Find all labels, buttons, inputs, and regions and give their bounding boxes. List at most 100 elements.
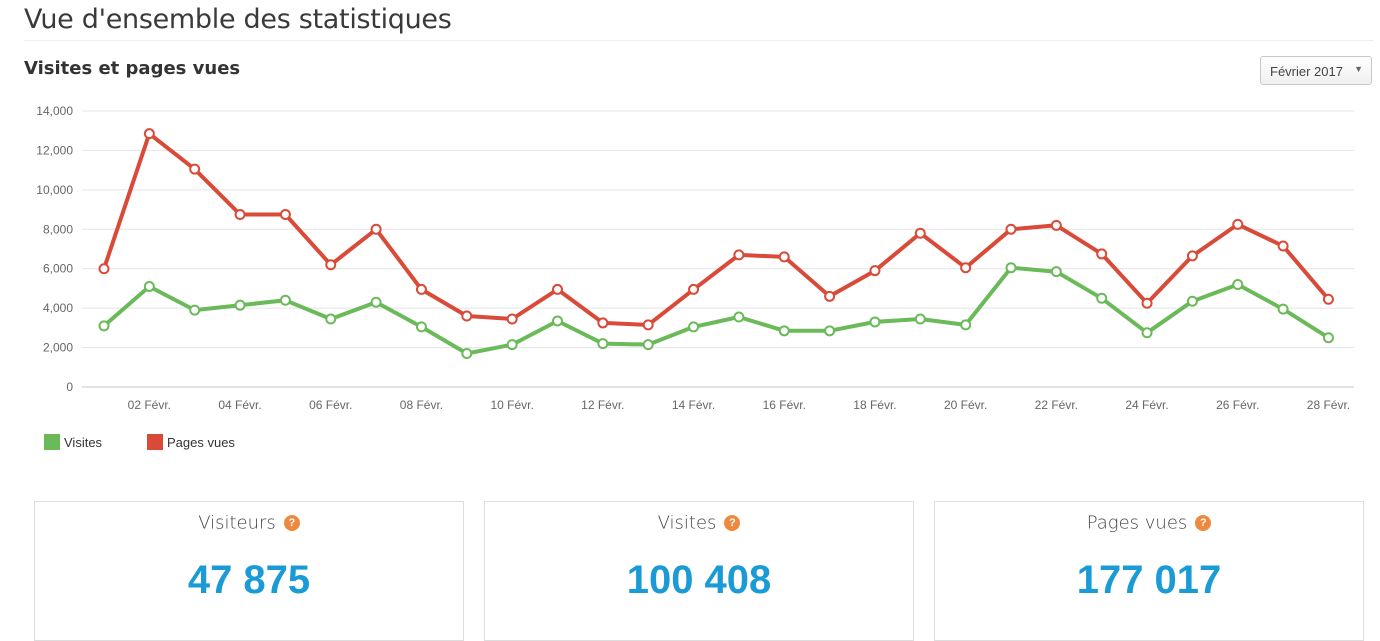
- data-point-pages-vues: [1050, 219, 1062, 231]
- page-title: Vue d'ensemble des statistiques: [24, 4, 452, 35]
- data-point-visites: [1005, 262, 1017, 274]
- data-point-pages-vues: [1141, 297, 1153, 309]
- x-tick-label: 04 Févr.: [218, 398, 261, 412]
- y-tick-label: 8,000: [43, 222, 73, 236]
- question-icon[interactable]: ?: [1195, 515, 1212, 531]
- data-point-pages-vues: [189, 163, 201, 175]
- data-point-visites: [1277, 303, 1289, 315]
- x-tick-label: 28 Févr.: [1307, 398, 1350, 412]
- data-point-visites: [1141, 327, 1153, 339]
- data-point-visites: [869, 316, 881, 328]
- question-icon[interactable]: ?: [283, 515, 300, 531]
- data-point-pages-vues: [642, 319, 654, 331]
- data-point-pages-vues: [778, 251, 790, 263]
- series-line-visites: [102, 265, 1331, 356]
- data-point-visites: [143, 280, 155, 292]
- question-icon[interactable]: ?: [724, 515, 741, 531]
- data-point-pages-vues: [415, 283, 427, 295]
- stat-value-visites: 100 408: [626, 558, 772, 602]
- y-tick-label: 6,000: [43, 262, 73, 276]
- legend-label-visites: Visites: [64, 435, 103, 450]
- data-point-visites: [461, 347, 473, 359]
- legend-item-pages-vues[interactable]: Pages vues: [147, 432, 257, 452]
- legend-label-pages-vues: Pages vues: [167, 435, 235, 450]
- stat-value-pages-vues: 177 017: [1076, 558, 1222, 602]
- data-point-visites: [1232, 278, 1244, 290]
- period-select[interactable]: Février 2017 ▼: [1260, 56, 1372, 85]
- stat-label-pages-vues: Pages vues: [1086, 512, 1188, 534]
- x-tick-label: 10 Févr.: [490, 398, 533, 412]
- data-point-visites: [914, 313, 926, 325]
- data-point-pages-vues: [597, 317, 609, 329]
- stat-label-row: Visiteurs?: [35, 512, 463, 534]
- data-point-pages-vues: [733, 249, 745, 261]
- data-point-pages-vues: [370, 223, 382, 235]
- data-point-pages-vues: [279, 209, 291, 220]
- legend-item-visites[interactable]: Visites: [44, 432, 124, 452]
- data-point-visites: [688, 321, 700, 333]
- data-point-pages-vues: [869, 265, 881, 277]
- data-point-pages-vues: [98, 263, 110, 275]
- data-point-pages-vues: [143, 128, 155, 140]
- stat-card-visites: Visites? 100 408: [484, 501, 914, 641]
- caret-down-icon: ▼: [1354, 64, 1363, 74]
- y-tick-label: 0: [66, 380, 73, 394]
- y-tick-label: 2,000: [43, 341, 73, 355]
- legend-swatch-pages-vues: [147, 434, 163, 450]
- legend-swatch-visites: [44, 434, 60, 450]
- x-tick-label: 24 Févr.: [1125, 398, 1168, 412]
- y-tick-label: 12,000: [36, 143, 73, 157]
- stat-label-visites: Visites: [657, 512, 717, 534]
- stat-label-row: Visites?: [485, 512, 913, 534]
- y-tick-label: 10,000: [36, 183, 73, 197]
- data-point-pages-vues: [461, 310, 473, 322]
- y-tick-label: 4,000: [43, 301, 73, 315]
- data-point-pages-vues: [1096, 248, 1108, 260]
- data-point-visites: [1322, 332, 1334, 344]
- data-point-visites: [189, 304, 201, 316]
- stat-card-visiteurs: Visiteurs? 47 875: [34, 501, 464, 641]
- period-select-value: Février 2017: [1270, 64, 1343, 79]
- x-tick-label: 06 Févr.: [309, 398, 352, 412]
- data-point-visites: [733, 311, 745, 323]
- section-title: Visites et pages vues: [24, 58, 241, 79]
- data-point-visites: [370, 296, 382, 308]
- x-tick-label: 16 Févr.: [763, 398, 806, 412]
- x-tick-label: 20 Févr.: [944, 398, 987, 412]
- data-point-pages-vues: [1277, 240, 1289, 252]
- y-tick-label: 14,000: [36, 104, 73, 118]
- data-point-pages-vues: [824, 290, 836, 302]
- data-point-pages-vues: [552, 283, 563, 295]
- data-point-pages-vues: [506, 313, 518, 325]
- data-point-visites: [642, 339, 654, 351]
- stat-card-pages-vues: Pages vues? 177 017: [934, 501, 1364, 641]
- data-point-pages-vues: [1322, 293, 1334, 305]
- stat-label-row: Pages vues?: [935, 512, 1363, 534]
- data-point-visites: [1050, 266, 1062, 278]
- data-point-visites: [960, 319, 972, 331]
- data-point-visites: [1186, 295, 1198, 307]
- x-tick-label: 14 Févr.: [672, 398, 715, 412]
- data-point-pages-vues: [325, 259, 337, 271]
- data-point-visites: [1096, 292, 1108, 304]
- stat-value-visiteurs: 47 875: [187, 558, 311, 602]
- data-point-visites: [234, 299, 246, 311]
- x-tick-label: 22 Févr.: [1035, 398, 1078, 412]
- data-point-pages-vues: [960, 262, 972, 274]
- data-point-visites: [778, 325, 790, 337]
- x-tick-label: 08 Févr.: [400, 398, 443, 412]
- data-point-visites: [824, 325, 836, 337]
- data-point-pages-vues: [234, 209, 246, 220]
- data-point-pages-vues: [688, 283, 700, 295]
- x-tick-label: 26 Févr.: [1216, 398, 1259, 412]
- data-point-visites: [506, 339, 518, 351]
- data-point-visites: [552, 315, 563, 327]
- data-point-pages-vues: [1005, 223, 1017, 235]
- data-point-visites: [325, 313, 337, 325]
- series-line-pages-vues: [102, 131, 1331, 327]
- x-tick-label: 02 Févr.: [128, 398, 171, 412]
- stat-label-visiteurs: Visiteurs: [198, 512, 276, 534]
- data-point-visites: [279, 294, 291, 306]
- data-point-visites: [597, 338, 609, 350]
- data-point-pages-vues: [1186, 250, 1198, 262]
